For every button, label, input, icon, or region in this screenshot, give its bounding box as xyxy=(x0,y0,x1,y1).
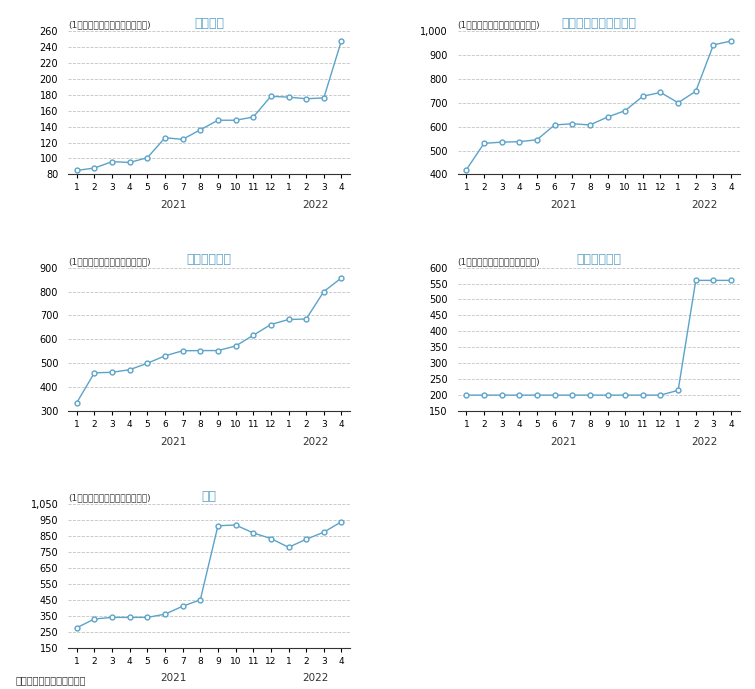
Text: 2021: 2021 xyxy=(161,200,187,210)
Text: (1メトリックトン当たり米ドル): (1メトリックトン当たり米ドル) xyxy=(68,494,150,503)
Text: (1メトリックトン当たり米ドル): (1メトリックトン当たり米ドル) xyxy=(68,21,150,30)
Text: 2021: 2021 xyxy=(161,437,187,447)
Title: リン酸二アンモニウム: リン酸二アンモニウム xyxy=(561,17,636,30)
Text: 2022: 2022 xyxy=(302,200,328,210)
Text: 2022: 2022 xyxy=(692,200,718,210)
Title: 塩化カリウム: 塩化カリウム xyxy=(576,254,621,267)
Text: 2022: 2022 xyxy=(692,437,718,447)
Text: 2021: 2021 xyxy=(161,673,187,683)
Text: 2021: 2021 xyxy=(550,437,577,447)
Text: 2022: 2022 xyxy=(302,673,328,683)
Text: (1メトリックトン当たり米ドル): (1メトリックトン当たり米ドル) xyxy=(458,21,540,30)
Text: (1メトリックトン当たり米ドル): (1メトリックトン当たり米ドル) xyxy=(458,257,540,266)
Text: 2021: 2021 xyxy=(550,200,577,210)
Text: 2022: 2022 xyxy=(302,437,328,447)
Text: 資料：世界銀行から作成。: 資料：世界銀行から作成。 xyxy=(15,675,85,686)
Title: 過リン酸石灰: 過リン酸石灰 xyxy=(186,254,232,267)
Title: 尿素: 尿素 xyxy=(202,490,217,503)
Title: リン鉱石: リン鉱石 xyxy=(194,17,224,30)
Text: (1メトリックトン当たり米ドル): (1メトリックトン当たり米ドル) xyxy=(68,257,150,266)
